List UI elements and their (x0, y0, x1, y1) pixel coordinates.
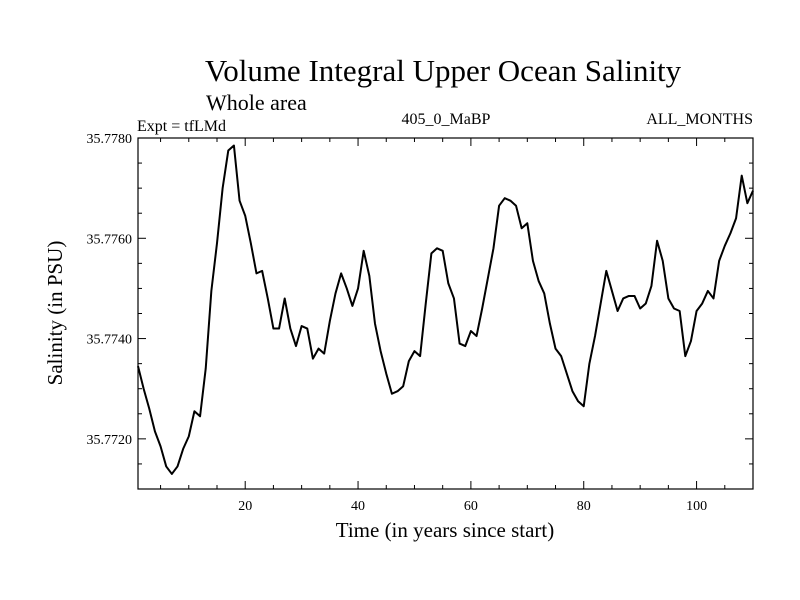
y-tick-label: 35.7780 (87, 132, 133, 147)
chart-subtitle: Whole area (206, 90, 307, 115)
y-axis-label: Salinity (in PSU) (43, 241, 67, 386)
x-tick-label: 60 (464, 499, 478, 514)
months-label: ALL_MONTHS (646, 111, 753, 128)
salinity-series-line (137, 144, 754, 475)
x-tick-label: 100 (686, 499, 707, 514)
y-tick-label: 35.7720 (87, 433, 133, 448)
y-tick-label: 35.7760 (87, 232, 133, 247)
experiment-label: Expt = tfLMd (137, 118, 226, 135)
run-label: 405_0_MaBP (402, 111, 491, 128)
x-tick-label: 40 (351, 499, 365, 514)
x-tick-label: 80 (577, 499, 591, 514)
x-axis-label: Time (in years since start) (336, 518, 555, 542)
plot-frame (137, 137, 754, 490)
y-tick-label: 35.7740 (87, 333, 133, 348)
x-tick-label: 20 (238, 499, 252, 514)
chart-title: Volume Integral Upper Ocean Salinity (205, 53, 682, 88)
